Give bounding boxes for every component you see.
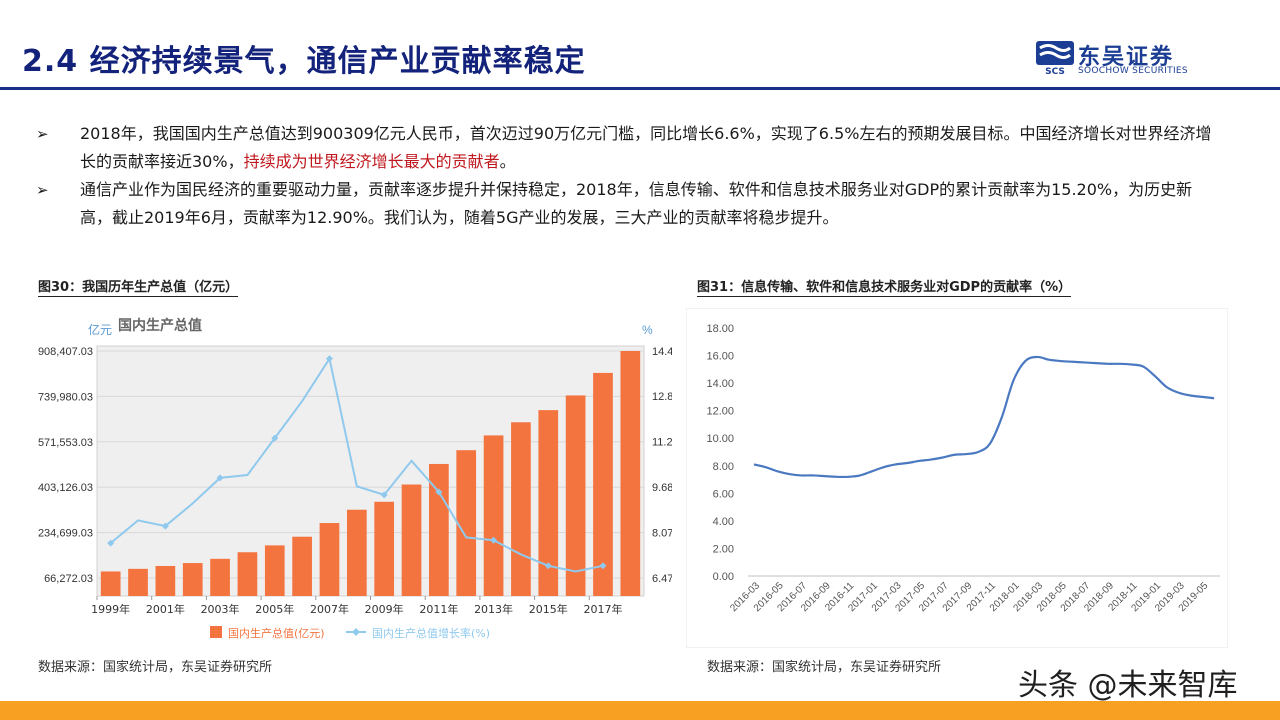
x-axis-tick-label: 1999年	[91, 602, 130, 616]
right-axis-tick-label: 11.28	[652, 437, 672, 449]
left-axis-tick-label: 571,553.03	[38, 437, 93, 449]
right-axis-tick-label: 12.88	[652, 391, 672, 403]
x-axis-tick-label: 2003年	[201, 602, 240, 616]
page-title: 2.4 经济持续景气，通信产业贡献率稳定	[22, 44, 586, 79]
y-axis-tick-label: 18.00	[706, 323, 734, 335]
y-axis-tick-label: 14.00	[706, 378, 734, 390]
x-axis-tick-label: 2001年	[146, 602, 185, 616]
left-axis-tick-label: 739,980.03	[38, 391, 93, 403]
summary-bullets: ➢ 2018年，我国国内生产总值达到900309亿元人民币，首次迈过90万亿元门…	[36, 120, 1216, 232]
growth-point	[325, 355, 333, 363]
scs-logo-icon: SCS	[1036, 41, 1074, 75]
left-axis-unit: 亿元	[88, 322, 112, 337]
chart-title: 国内生产总值	[118, 317, 202, 334]
chart-legend: 国内生产总值(亿元) 国内生产总值增长率(%)	[210, 626, 490, 640]
legend-label-gdp: 国内生产总值(亿元)	[228, 626, 325, 640]
contribution-rate-chart: 18.00 16.00 14.00 12.00 10.00 8.00 6.00 4.00 2.0…	[686, 308, 1228, 648]
y-axis-tick-label: 12.00	[706, 406, 734, 418]
footer-bar	[0, 701, 1280, 720]
plot-area	[96, 345, 645, 597]
logo-name-en: SOOCHOW SECURITIES	[1078, 66, 1188, 76]
x-axis-tick-label: 2013年	[474, 602, 513, 616]
x-axis-tick-label: 2007年	[310, 602, 349, 616]
left-axis-tick-label: 908,407.03	[38, 346, 93, 358]
gdp-bar	[620, 351, 641, 596]
gdp-bar	[593, 372, 613, 596]
bullet-text: 2018年，我国国内生产总值达到900309亿元人民币，首次迈过90万亿元门槛，…	[80, 124, 1212, 171]
gdp-bar	[155, 565, 176, 596]
bullet-tail: 。	[499, 152, 516, 171]
gdp-bar	[182, 563, 203, 596]
right-axis-tick-label: 6.47	[652, 573, 672, 585]
gdp-bar	[374, 501, 395, 596]
y-axis-tick-label: 16.00	[706, 351, 734, 363]
figure-30-title: 图30：我国历年生产总值（亿元）	[38, 276, 239, 297]
gdp-bar	[538, 410, 559, 596]
y-axis-tick-label: 8.00	[713, 461, 734, 473]
company-logo: SCS 东吴证券 SOOCHOW SECURITIES	[1036, 41, 1216, 79]
bullet-item-gdp: ➢ 2018年，我国国内生产总值达到900309亿元人民币，首次迈过90万亿元门…	[36, 120, 1216, 176]
figure-31-source: 数据来源：国家统计局，东吴证券研究所	[707, 660, 942, 675]
legend-marker-growth	[352, 628, 360, 636]
x-axis-tick-label: 2009年	[365, 602, 404, 616]
growth-point	[599, 562, 607, 570]
bullet-highlight: 持续成为世界经济增长最大的贡献者	[243, 152, 500, 171]
logo-name-cn: 东吴证券	[1078, 45, 1175, 70]
bullet-item-telecom: ➢ 通信产业作为国民经济的重要驱动力量，贡献率逐步提升并保持稳定，2018年，信…	[36, 176, 1216, 232]
left-axis-tick-label: 234,699.03	[38, 528, 93, 540]
gdp-bar	[264, 545, 285, 596]
gdp-bar	[100, 571, 121, 596]
gdp-bar	[128, 568, 148, 596]
right-axis-tick-label: 8.07	[652, 528, 672, 540]
gdp-bar	[237, 552, 258, 596]
growth-point	[490, 536, 498, 544]
y-axis-tick-label: 10.00	[706, 433, 734, 445]
growth-point	[107, 539, 115, 547]
gdp-bar	[319, 523, 340, 596]
gdp-chart: 亿元 国内生产总值 % 908,407.03 739,980.03 571,553.…	[38, 308, 672, 650]
gdp-bar	[401, 484, 422, 596]
bullet-text: 通信产业作为国民经济的重要驱动力量，贡献率逐步提升并保持稳定，2018年，信息传…	[80, 180, 1193, 227]
x-axis-tick-label: 2011年	[419, 602, 458, 616]
left-axis-tick-label: 66,272.03	[44, 573, 93, 585]
growth-point	[161, 522, 169, 530]
gdp-bar	[565, 395, 586, 596]
growth-point	[380, 491, 388, 499]
x-axis-tick-label: 2005年	[255, 602, 294, 616]
gdp-bar	[210, 558, 230, 596]
y-axis-tick-label: 2.00	[713, 543, 734, 555]
legend-swatch-gdp	[210, 626, 222, 638]
right-axis-tick-label: 14.47	[652, 346, 672, 358]
watermark-text: 头条 @未来智库	[1018, 668, 1238, 703]
gdp-bar	[429, 463, 449, 596]
y-axis-tick-label: 6.00	[713, 488, 734, 500]
growth-point	[544, 562, 552, 570]
gdp-bar	[483, 435, 504, 596]
logo-abbr: SCS	[1045, 67, 1065, 75]
gdp-bar	[346, 509, 367, 596]
gdp-bar	[456, 450, 477, 596]
arrow-bullet-icon: ➢	[36, 181, 49, 199]
right-axis-unit: %	[642, 323, 653, 337]
growth-point	[435, 488, 443, 496]
figure-31-title: 图31：信息传输、软件和信息技术服务业对GDP的贡献率（%）	[697, 276, 1072, 297]
x-axis-tick-label: 2017年	[583, 602, 622, 616]
title-divider	[0, 87, 1280, 90]
growth-point	[271, 434, 279, 442]
arrow-bullet-icon: ➢	[36, 125, 49, 143]
contribution-rate-line	[753, 355, 1215, 479]
gdp-bar	[292, 536, 312, 596]
growth-point	[216, 474, 224, 482]
x-axis-tick-label: 2015年	[529, 602, 568, 616]
growth-line	[110, 356, 604, 573]
y-axis-tick-label: 0.00	[713, 571, 734, 583]
y-axis-tick-label: 4.00	[713, 516, 734, 528]
figure-30-source: 数据来源：国家统计局，东吴证券研究所	[38, 660, 273, 675]
legend-label-growth: 国内生产总值增长率(%)	[372, 626, 490, 640]
gdp-bar	[511, 422, 531, 596]
right-axis-tick-label: 9.68	[652, 482, 672, 494]
left-axis-tick-label: 403,126.03	[38, 482, 93, 494]
